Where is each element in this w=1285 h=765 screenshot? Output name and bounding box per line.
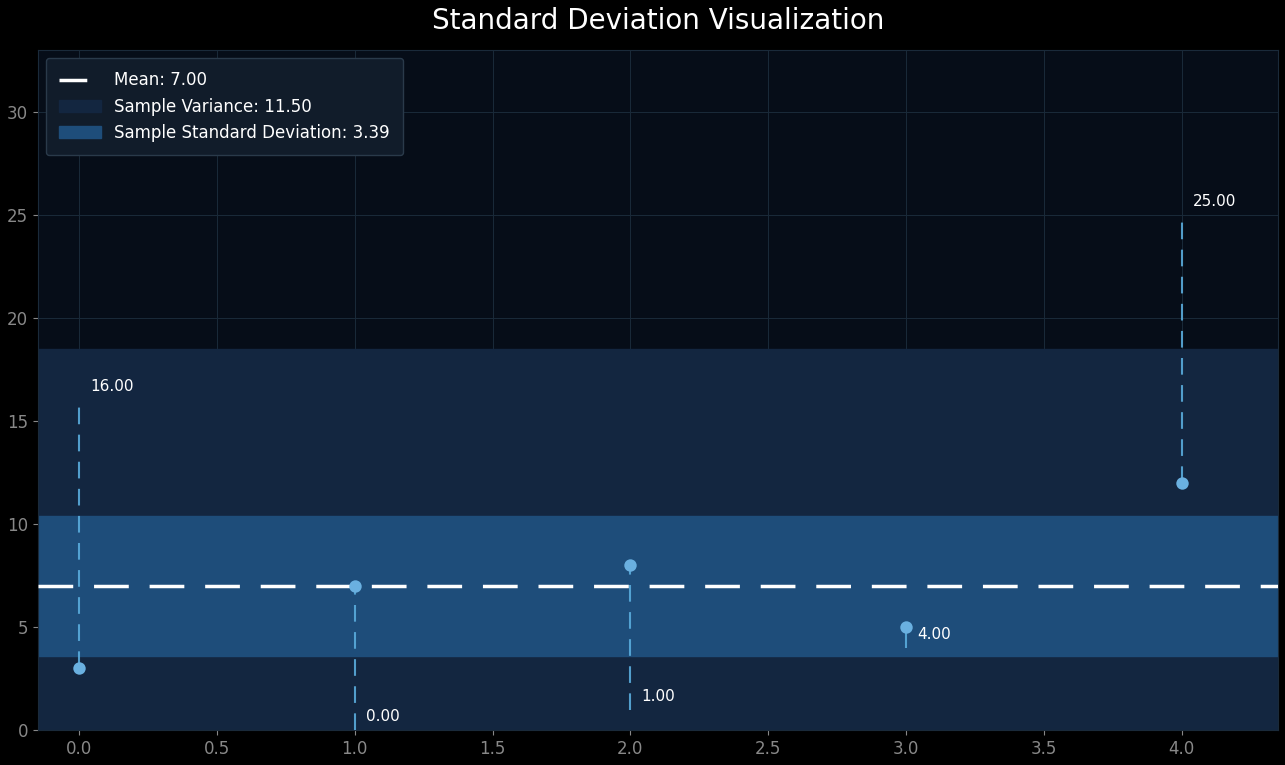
Point xyxy=(621,559,641,571)
Point xyxy=(69,662,90,675)
Text: 4.00: 4.00 xyxy=(917,627,951,642)
Text: 0.00: 0.00 xyxy=(366,709,400,724)
Legend: Mean: 7.00, Sample Variance: 11.50, Sample Standard Deviation: 3.39: Mean: 7.00, Sample Variance: 11.50, Samp… xyxy=(46,58,403,155)
Bar xyxy=(37,516,1279,656)
Point xyxy=(896,621,916,633)
Point xyxy=(1172,477,1192,489)
Text: 1.00: 1.00 xyxy=(641,688,675,704)
Title: Standard Deviation Visualization: Standard Deviation Visualization xyxy=(432,7,884,35)
Point xyxy=(344,580,365,592)
Text: 25.00: 25.00 xyxy=(1192,194,1236,209)
Text: 16.00: 16.00 xyxy=(90,379,134,394)
Bar xyxy=(37,349,1279,765)
